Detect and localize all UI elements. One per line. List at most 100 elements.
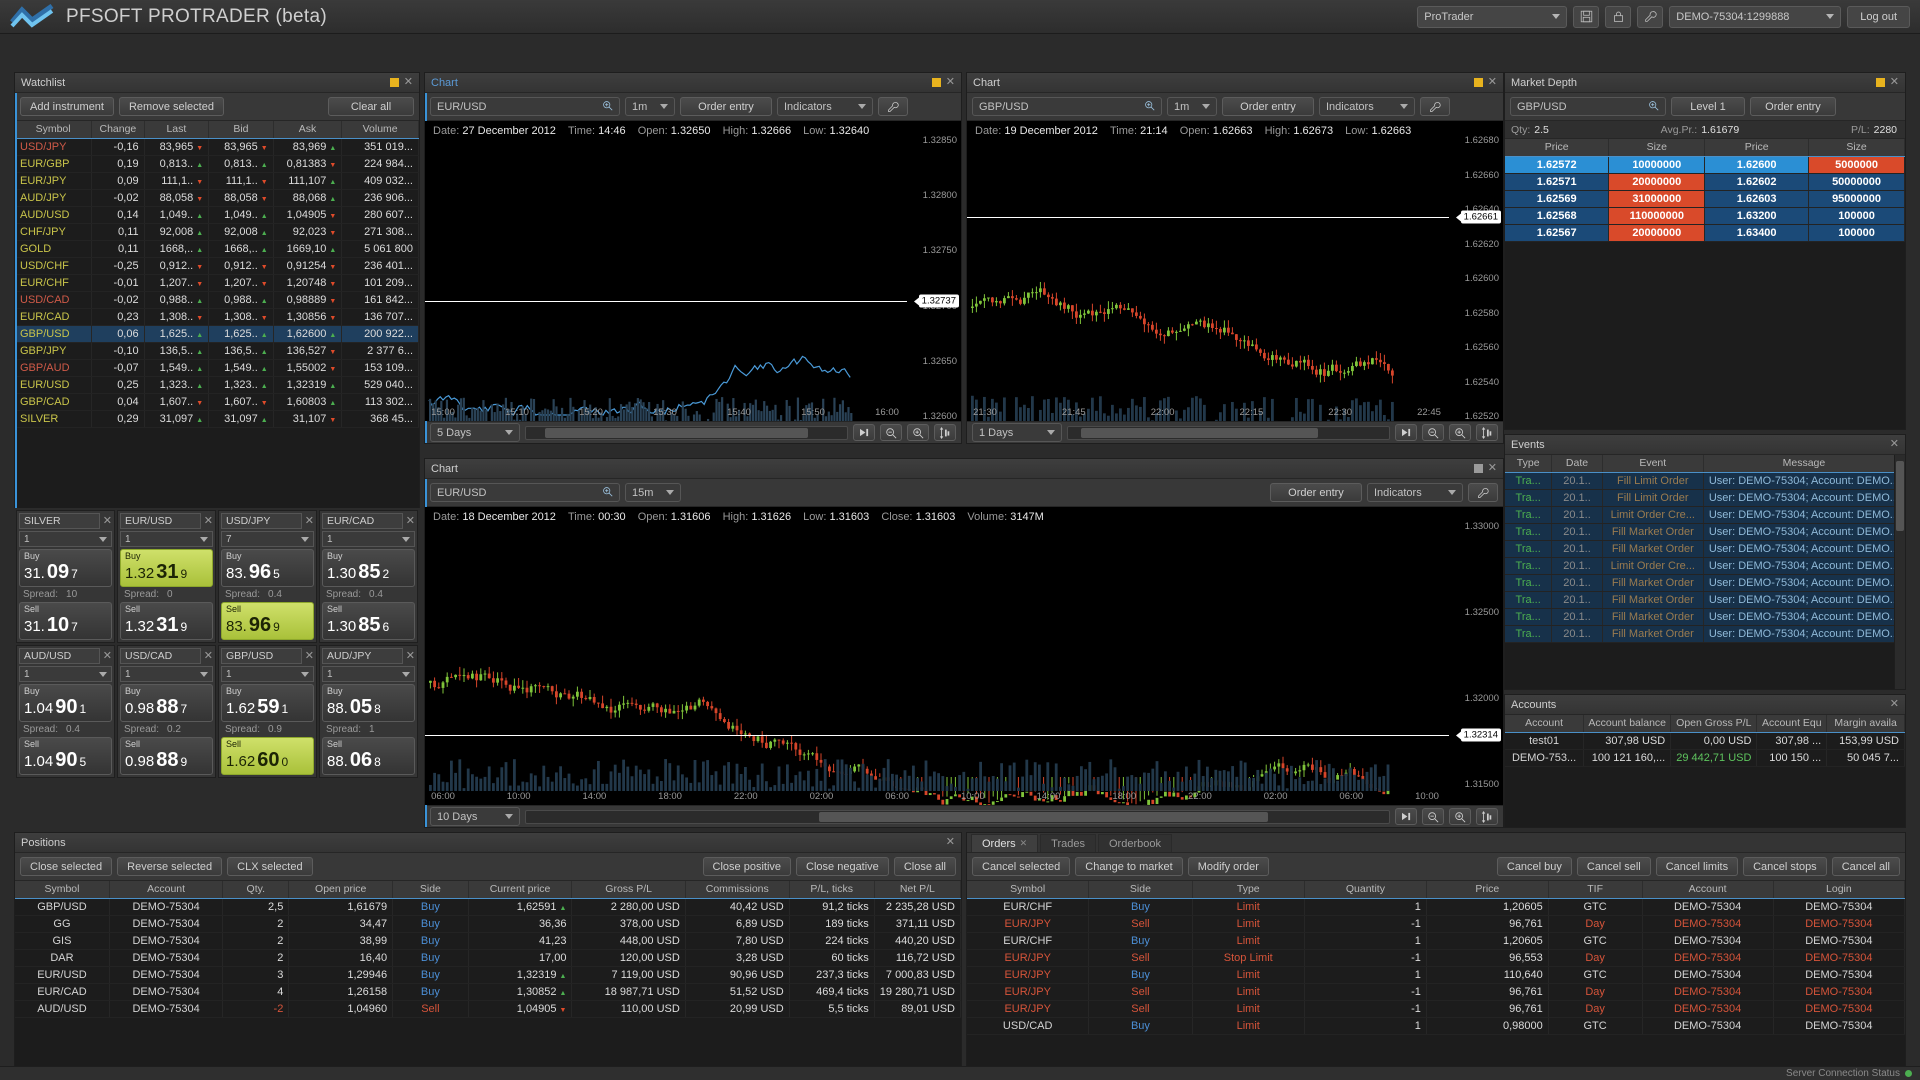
chart1-settings-button[interactable] [878, 97, 908, 116]
chart1-order-entry-button[interactable]: Order entry [680, 97, 772, 116]
tile-buy-button[interactable]: Buy 0.98 88 7 [120, 684, 213, 722]
close-positive-button[interactable]: Close positive [702, 857, 792, 876]
close-negative-button[interactable]: Close negative [796, 857, 889, 876]
remove-selected-button[interactable]: Remove selected [118, 97, 224, 116]
column-header[interactable]: Qty. [222, 881, 290, 899]
chart1-timeframe-select[interactable]: 1m [625, 97, 675, 116]
close-icon[interactable]: ✕ [403, 76, 413, 88]
column-header[interactable]: Volume [341, 121, 419, 139]
chart2-symbol-input[interactable]: GBP/USD [972, 97, 1162, 116]
search-icon[interactable] [602, 486, 613, 500]
chart2-zoom-in-button[interactable] [1449, 424, 1471, 441]
chart1-zoom-in-button[interactable] [907, 424, 929, 441]
accounts-table-wrap[interactable]: Account Account balance Open Gross P/L Acco… [1505, 715, 1905, 827]
chart1-goto-end-button[interactable] [853, 424, 875, 441]
tile-buy-button[interactable]: Buy 1.30 85 2 [322, 549, 415, 587]
positions-row[interactable]: DAR DEMO-75304 2 16,40 Buy 17,00 120,00 USD 3,2… [15, 949, 961, 967]
chart1-symbol-input[interactable]: EUR/USD [430, 97, 620, 116]
order-entry-tile[interactable]: USD/CAD ✕ 1 Buy 0.98 88 7 Spread: 0.2 Sell 0.98 88 9 [117, 645, 216, 778]
tile-symbol[interactable]: EUR/CAD [322, 513, 403, 529]
accounts-body[interactable]: test01 307,98 USD 0,00 USD 307,98 ... 153,99… [1505, 732, 1905, 767]
tile-symbol[interactable]: GBP/USD [221, 648, 302, 664]
chart2-goto-end-button[interactable] [1395, 424, 1417, 441]
column-header[interactable]: Account balance [1583, 715, 1672, 733]
settings-button[interactable] [1637, 5, 1664, 28]
close-icon[interactable]: ✕ [1487, 462, 1497, 474]
column-header[interactable]: Symbol [15, 121, 93, 139]
tab-orders[interactable]: Orders ✕ [971, 834, 1039, 852]
column-header[interactable]: Size [1808, 139, 1905, 157]
events-row[interactable]: Tra... 20.1.. Fill Market Order User: DEMO-… [1505, 540, 1905, 558]
order-row[interactable]: EUR/JPY Sell Stop Limit -1 96,553 Day DEMO-753… [967, 949, 1905, 967]
tile-sell-button[interactable]: Sell 1.62 60 0 [221, 737, 314, 775]
cancel-limits-button[interactable]: Cancel limits [1655, 857, 1739, 876]
watchlist-row[interactable]: GBP/AUD-0,071,549..1,549..1,55002153 109… [15, 359, 419, 377]
column-header[interactable]: Commissions [685, 881, 790, 899]
cancel-all-button[interactable]: Cancel all [1831, 857, 1900, 876]
column-header[interactable]: Account [109, 881, 224, 899]
change-to-market-button[interactable]: Change to market [1075, 857, 1183, 876]
order-entry-tile[interactable]: EUR/USD ✕ 1 Buy 1.32 31 9 Spread: 0 Sell 1.32 31 9 [117, 510, 216, 643]
market-depth-row[interactable]: 1.62572 10000000 1.62600 5000000 [1505, 156, 1905, 174]
search-icon[interactable] [1648, 100, 1659, 114]
chart3-period-select[interactable]: 10 Days [430, 807, 520, 826]
chart3-goto-end-button[interactable] [1395, 808, 1417, 825]
market-depth-row[interactable]: 1.62569 31000000 1.62603 95000000 [1505, 190, 1905, 208]
workspace-select[interactable]: ProTrader [1417, 5, 1568, 28]
cancel-buy-button[interactable]: Cancel buy [1496, 857, 1572, 876]
chart2-canvas[interactable]: Date: 19 December 2012 Time: 21:14 Open:… [967, 121, 1503, 421]
accounts-row[interactable]: DEMO-753... 100 121 160,... 29 442,71 USD 1… [1505, 749, 1905, 767]
chart3-symbol-input[interactable]: EUR/USD [430, 483, 620, 502]
chart2-scrollbar[interactable] [1067, 425, 1390, 440]
order-entry-tile[interactable]: USD/JPY ✕ 7 Buy 83. 96 5 Spread: 0.4 Sell 83. 96 9 [218, 510, 317, 643]
close-selected-button[interactable]: Close selected [20, 857, 113, 876]
tile-symbol[interactable]: AUD/USD [19, 648, 100, 664]
chart3-indicators-select[interactable]: Indicators [1367, 483, 1463, 502]
column-header[interactable]: Open Gross P/L [1670, 715, 1758, 733]
tile-symbol[interactable]: USD/JPY [221, 513, 302, 529]
close-icon[interactable]: ✕ [203, 514, 213, 527]
chart1-scrollbar[interactable] [525, 425, 848, 440]
accounts-row[interactable]: test01 307,98 USD 0,00 USD 307,98 ... 153,99… [1505, 732, 1905, 750]
market-depth-symbol-input[interactable]: GBP/USD [1510, 97, 1666, 116]
clx-selected-button[interactable]: CLX selected [227, 857, 313, 876]
minimize-icon[interactable] [931, 78, 941, 87]
tile-quantity-select[interactable]: 1 [19, 531, 112, 547]
market-depth-row[interactable]: 1.62567 20000000 1.63400 100000 [1505, 224, 1905, 242]
column-header[interactable]: Margin availa [1826, 715, 1905, 733]
order-row[interactable]: EUR/JPY Sell Limit -1 96,761 Day DEMO-75304 DEM… [967, 1000, 1905, 1018]
market-depth-level-button[interactable]: Level 1 [1671, 97, 1745, 116]
close-icon[interactable]: ✕ [102, 514, 112, 527]
column-header[interactable]: Open price [288, 881, 394, 899]
tile-quantity-select[interactable]: 1 [120, 666, 213, 682]
tile-symbol[interactable]: EUR/USD [120, 513, 201, 529]
cancel-sell-button[interactable]: Cancel sell [1576, 857, 1651, 876]
tile-sell-button[interactable]: Sell 0.98 88 9 [120, 737, 213, 775]
column-header[interactable]: Date [1551, 455, 1603, 473]
cancel-selected-button[interactable]: Cancel selected [972, 857, 1071, 876]
order-row[interactable]: EUR/JPY Sell Limit -1 96,761 Day DEMO-75304 DEM… [967, 915, 1905, 933]
tab-close-icon[interactable]: ✕ [1019, 838, 1028, 848]
chart1-period-select[interactable]: 5 Days [430, 423, 520, 442]
market-depth-table-wrap[interactable]: Price Size Price Size 1.62572 10000000 1.6260… [1505, 139, 1905, 429]
events-scrollbar[interactable] [1894, 455, 1905, 689]
order-row[interactable]: EUR/CHF Buy Limit 1 1,20605 GTC DEMO-75304 DEMO… [967, 932, 1905, 950]
column-header[interactable]: Message [1703, 455, 1905, 473]
chart3-timeframe-select[interactable]: 15m [625, 483, 681, 502]
tile-quantity-select[interactable]: 1 [120, 531, 213, 547]
column-header[interactable]: Symbol [967, 881, 1090, 899]
save-button[interactable] [1573, 5, 1600, 28]
chart3-zoom-in-button[interactable] [1449, 808, 1471, 825]
tile-sell-button[interactable]: Sell 1.32 31 9 [120, 602, 213, 640]
close-icon[interactable]: ✕ [102, 649, 112, 662]
close-icon[interactable]: ✕ [1889, 698, 1899, 710]
chart2-indicators-select[interactable]: Indicators [1319, 97, 1415, 116]
chart2-order-entry-button[interactable]: Order entry [1222, 97, 1314, 116]
